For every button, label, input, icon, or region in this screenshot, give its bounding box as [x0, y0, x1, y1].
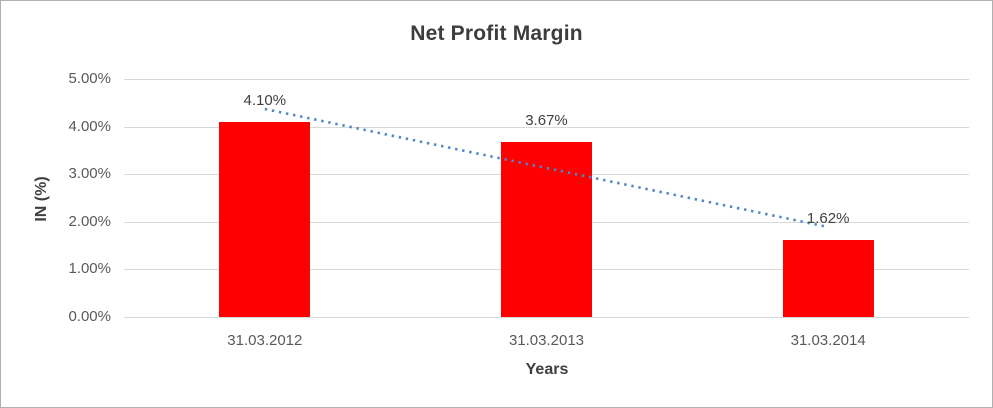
- y-axis-tick-label: 4.00%: [68, 117, 111, 135]
- x-axis-tick-label: 31.03.2013: [508, 332, 585, 349]
- bar-data-label: 3.67%: [525, 112, 568, 130]
- gridline: [124, 317, 969, 318]
- y-axis-title: IN (%): [33, 176, 50, 222]
- chart-title: Net Profit Margin: [410, 22, 583, 45]
- bar-31.03.2014: [782, 239, 874, 317]
- y-axis-tick-label: 0.00%: [68, 308, 111, 325]
- y-axis-tick-label: 5.00%: [68, 70, 111, 87]
- y-axis-tick-label: 1.00%: [68, 260, 111, 278]
- x-axis-title: Years: [525, 361, 569, 378]
- x-axis-tick-label: 31.03.2014: [790, 332, 866, 349]
- y-axis-tick-label: 2.00%: [68, 212, 111, 230]
- bar-data-label: 1.62%: [806, 209, 850, 227]
- gridline: [124, 79, 969, 80]
- bar-data-label: 4.10%: [243, 91, 287, 109]
- y-axis-tick-label: 3.00%: [68, 165, 111, 183]
- x-axis-tick-label: 31.03.2012: [227, 332, 303, 349]
